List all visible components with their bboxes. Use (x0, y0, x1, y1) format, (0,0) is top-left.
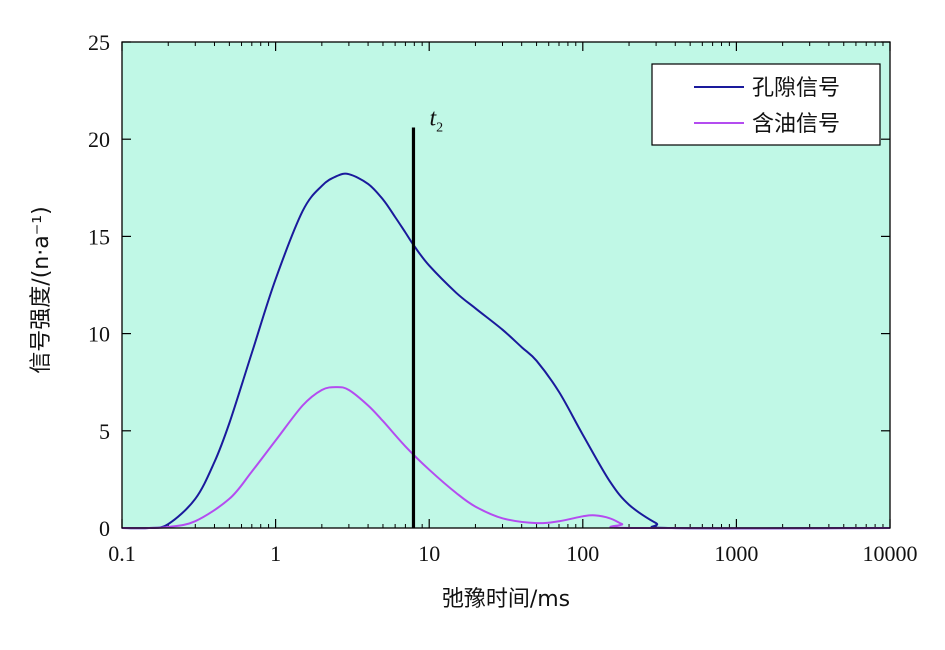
legend-label: 含油信号 (752, 112, 840, 137)
x-tick-label: 10 (418, 541, 440, 566)
legend-label: 孔隙信号 (752, 76, 840, 101)
y-tick-label: 10 (88, 322, 110, 347)
y-tick-label: 0 (99, 516, 110, 541)
y-tick-label: 5 (99, 419, 110, 444)
series-line-pore-signal (121, 172, 891, 530)
legend-box (651, 63, 881, 146)
x-tick-label: 1000 (714, 541, 758, 566)
y-tick-label: 15 (88, 224, 110, 249)
x-tick-label: 100 (566, 541, 599, 566)
x-axis-title: 弛豫时间/ms (442, 587, 570, 612)
plot-frame (121, 41, 891, 529)
x-tick-label: 1 (270, 541, 281, 566)
y-tick-label: 25 (88, 30, 110, 55)
series-line-oil-signal (121, 386, 891, 530)
y-tick-label: 20 (88, 127, 110, 152)
t2-label: t2 (429, 106, 443, 136)
x-tick-label: 0.1 (108, 541, 136, 566)
y-axis-title: 信号强度/(n·a⁻¹) (29, 206, 54, 373)
x-tick-label: 10000 (863, 541, 918, 566)
t2-marker: t2 (411, 106, 443, 528)
series-lines (121, 172, 891, 530)
tick-labels: 0.1 1 10 100 1000 10000 0 5 10 15 20 25 (88, 30, 918, 566)
